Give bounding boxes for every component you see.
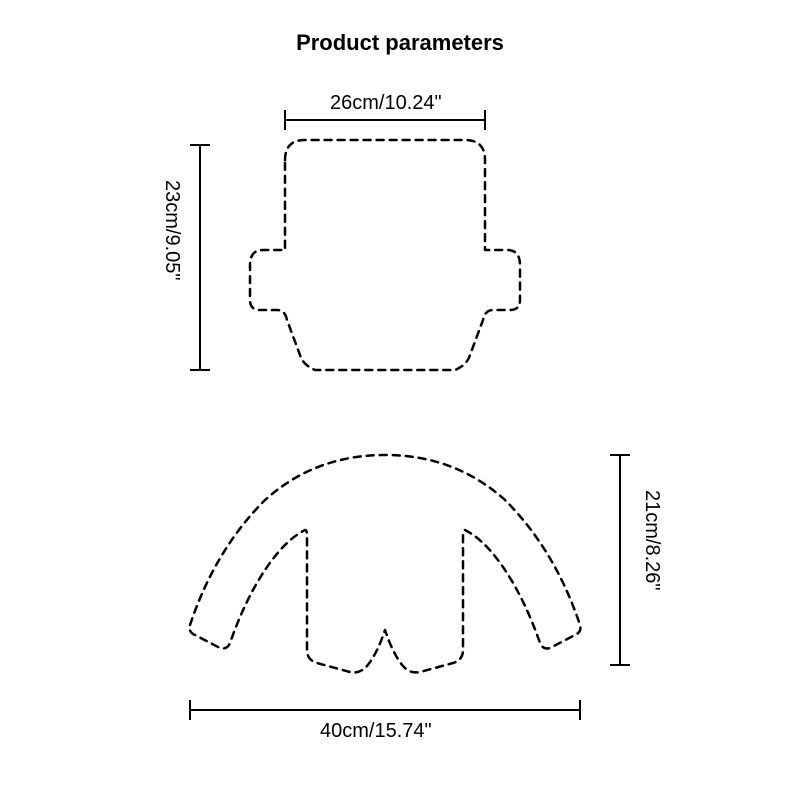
diagram-container: Product parameters 26cm/10.24" 23cm/9.05… — [0, 0, 800, 800]
dim-bot-height — [0, 0, 800, 800]
dim-bot-height-label: 21cm/8.26" — [640, 490, 663, 591]
